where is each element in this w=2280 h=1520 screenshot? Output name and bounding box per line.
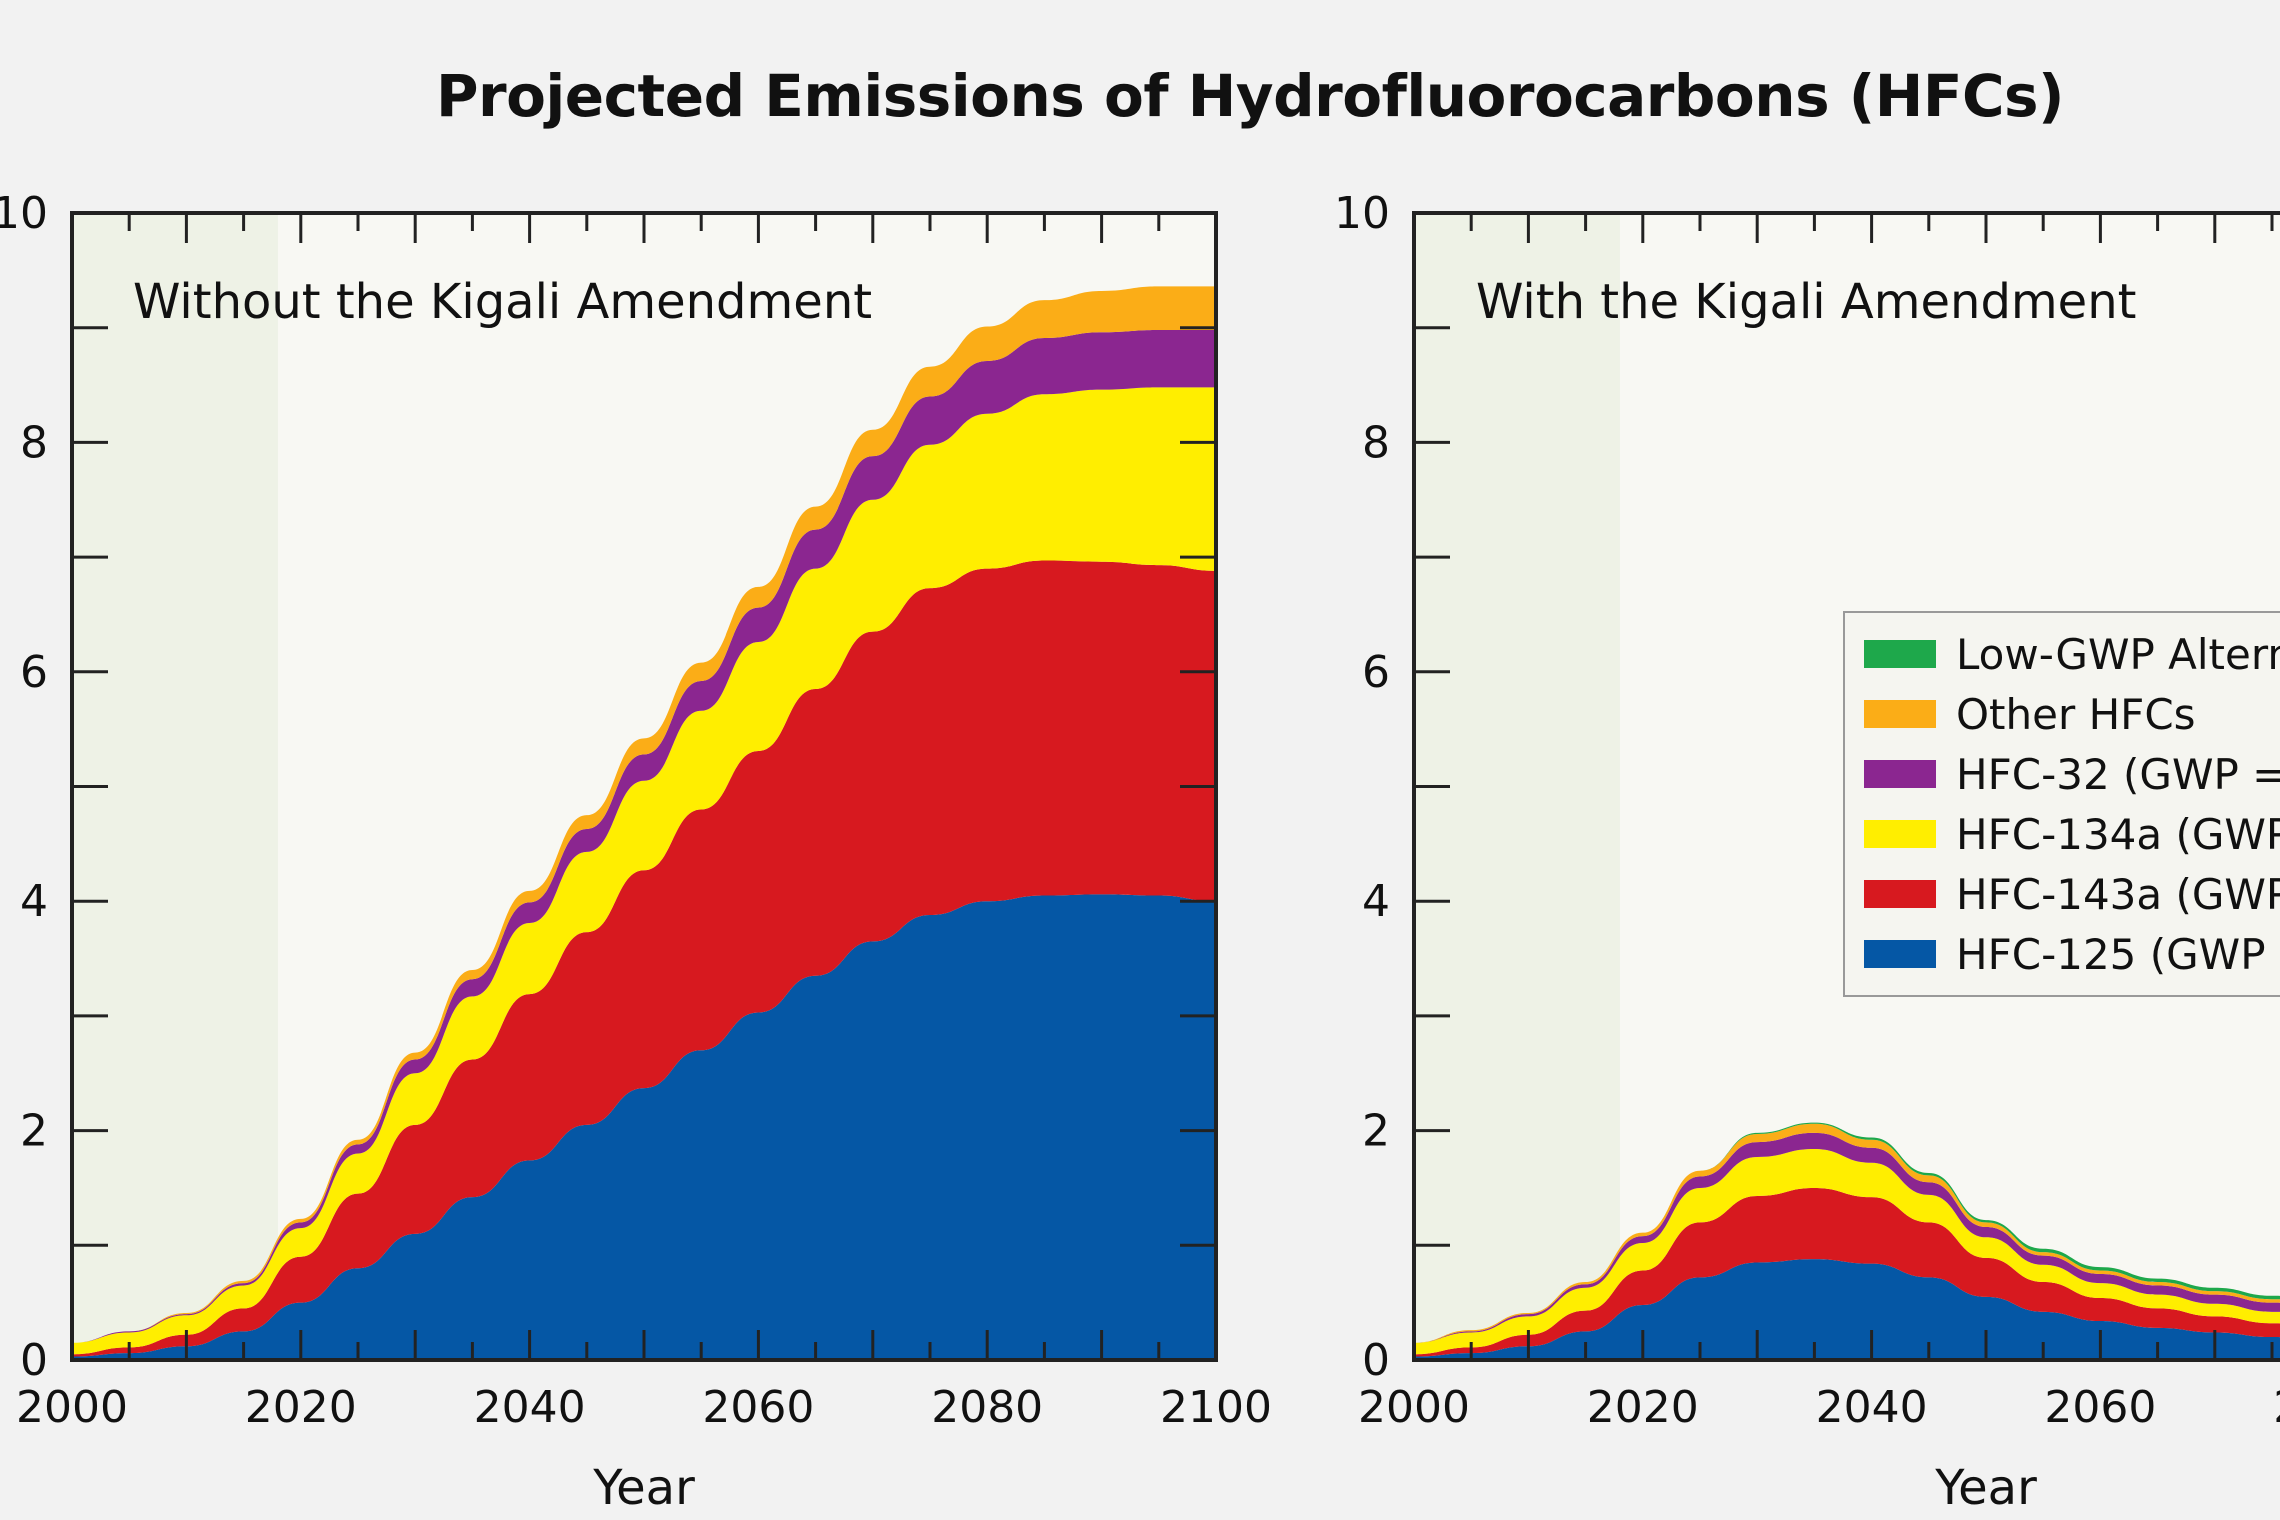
legend-entry: HFC-143a (GWP = 4800) [1956, 870, 2280, 919]
x-axis-title: Year [1934, 1460, 2037, 1516]
x-axis-title: Year [592, 1460, 695, 1516]
legend-swatch [1864, 760, 1936, 788]
x-tick-label: 2020 [245, 1382, 357, 1433]
x-tick-label: 2000 [1358, 1382, 1470, 1433]
x-tick-label: 2040 [1816, 1382, 1928, 1433]
chart-panel-2: 2000202020402060208021000246810YearWith … [1334, 188, 2280, 1516]
x-tick-label: 2080 [931, 1382, 1043, 1433]
legend-swatch [1864, 640, 1936, 668]
chart-panel-1: 2000 2020 2040 2060 2080 2100 0 2 4 6 8 10 Year Witho… [0, 188, 1272, 1516]
legend-entry: HFC-134a (GWP = 1300) [1956, 810, 2280, 859]
legend-swatch [1864, 880, 1936, 908]
legend-entry: HFC-32 (GWP = 677) [1956, 750, 2280, 799]
legend-entry: Low-GWP Alternatives [1956, 630, 2280, 679]
y-tick-label: 0 [1362, 1335, 1390, 1386]
y-tick-label: 0 [20, 1335, 48, 1386]
y-tick-label: 8 [20, 417, 48, 468]
area-series-3 [72, 387, 1216, 1355]
y-tick-label: 10 [0, 188, 48, 239]
x-tick-label: 2020 [1587, 1382, 1699, 1433]
legend-box [1843, 611, 2280, 997]
legend-swatch [1864, 700, 1936, 728]
y-tick-label: 10 [1334, 188, 1390, 239]
legend-entry: Other HFCs [1956, 690, 2196, 739]
x-tick-label: 2060 [702, 1382, 814, 1433]
y-tick-label: 4 [20, 876, 48, 927]
x-tick-label: 2080 [2273, 1382, 2280, 1433]
legend-swatch [1864, 940, 1936, 968]
y-tick-label: 2 [20, 1106, 48, 1157]
area-series-3 [1414, 1148, 2280, 1355]
y-tick-label: 6 [1362, 647, 1390, 698]
panel-label: With the Kigali Amendment [1476, 274, 2136, 330]
panel-label: Without the Kigali Amendment [133, 274, 872, 330]
chart-legend: Low-GWP Alternatives Other HFCs HFC-32 (GW… [1843, 611, 2280, 997]
y-tick-label: 4 [1362, 876, 1390, 927]
area-series-1 [1414, 1259, 2280, 1360]
legend-swatch [1864, 820, 1936, 848]
x-tick-label: 2100 [1160, 1382, 1272, 1433]
chart-title: Projected Emissions of Hydrofluorocarbon… [435, 62, 2065, 130]
x-tick-label: 2040 [474, 1382, 586, 1433]
area-series-2 [72, 560, 1216, 1357]
y-tick-label: 2 [1362, 1106, 1390, 1157]
legend-entry: HFC-125 (GWP = 3170) [1956, 930, 2280, 979]
area-series-2 [1414, 1187, 2280, 1357]
area-series-1 [72, 894, 1216, 1360]
x-tick-label: 2060 [2044, 1382, 2156, 1433]
y-tick-label: 6 [20, 647, 48, 698]
y-tick-label: 8 [1362, 417, 1390, 468]
x-tick-label: 2000 [16, 1382, 128, 1433]
